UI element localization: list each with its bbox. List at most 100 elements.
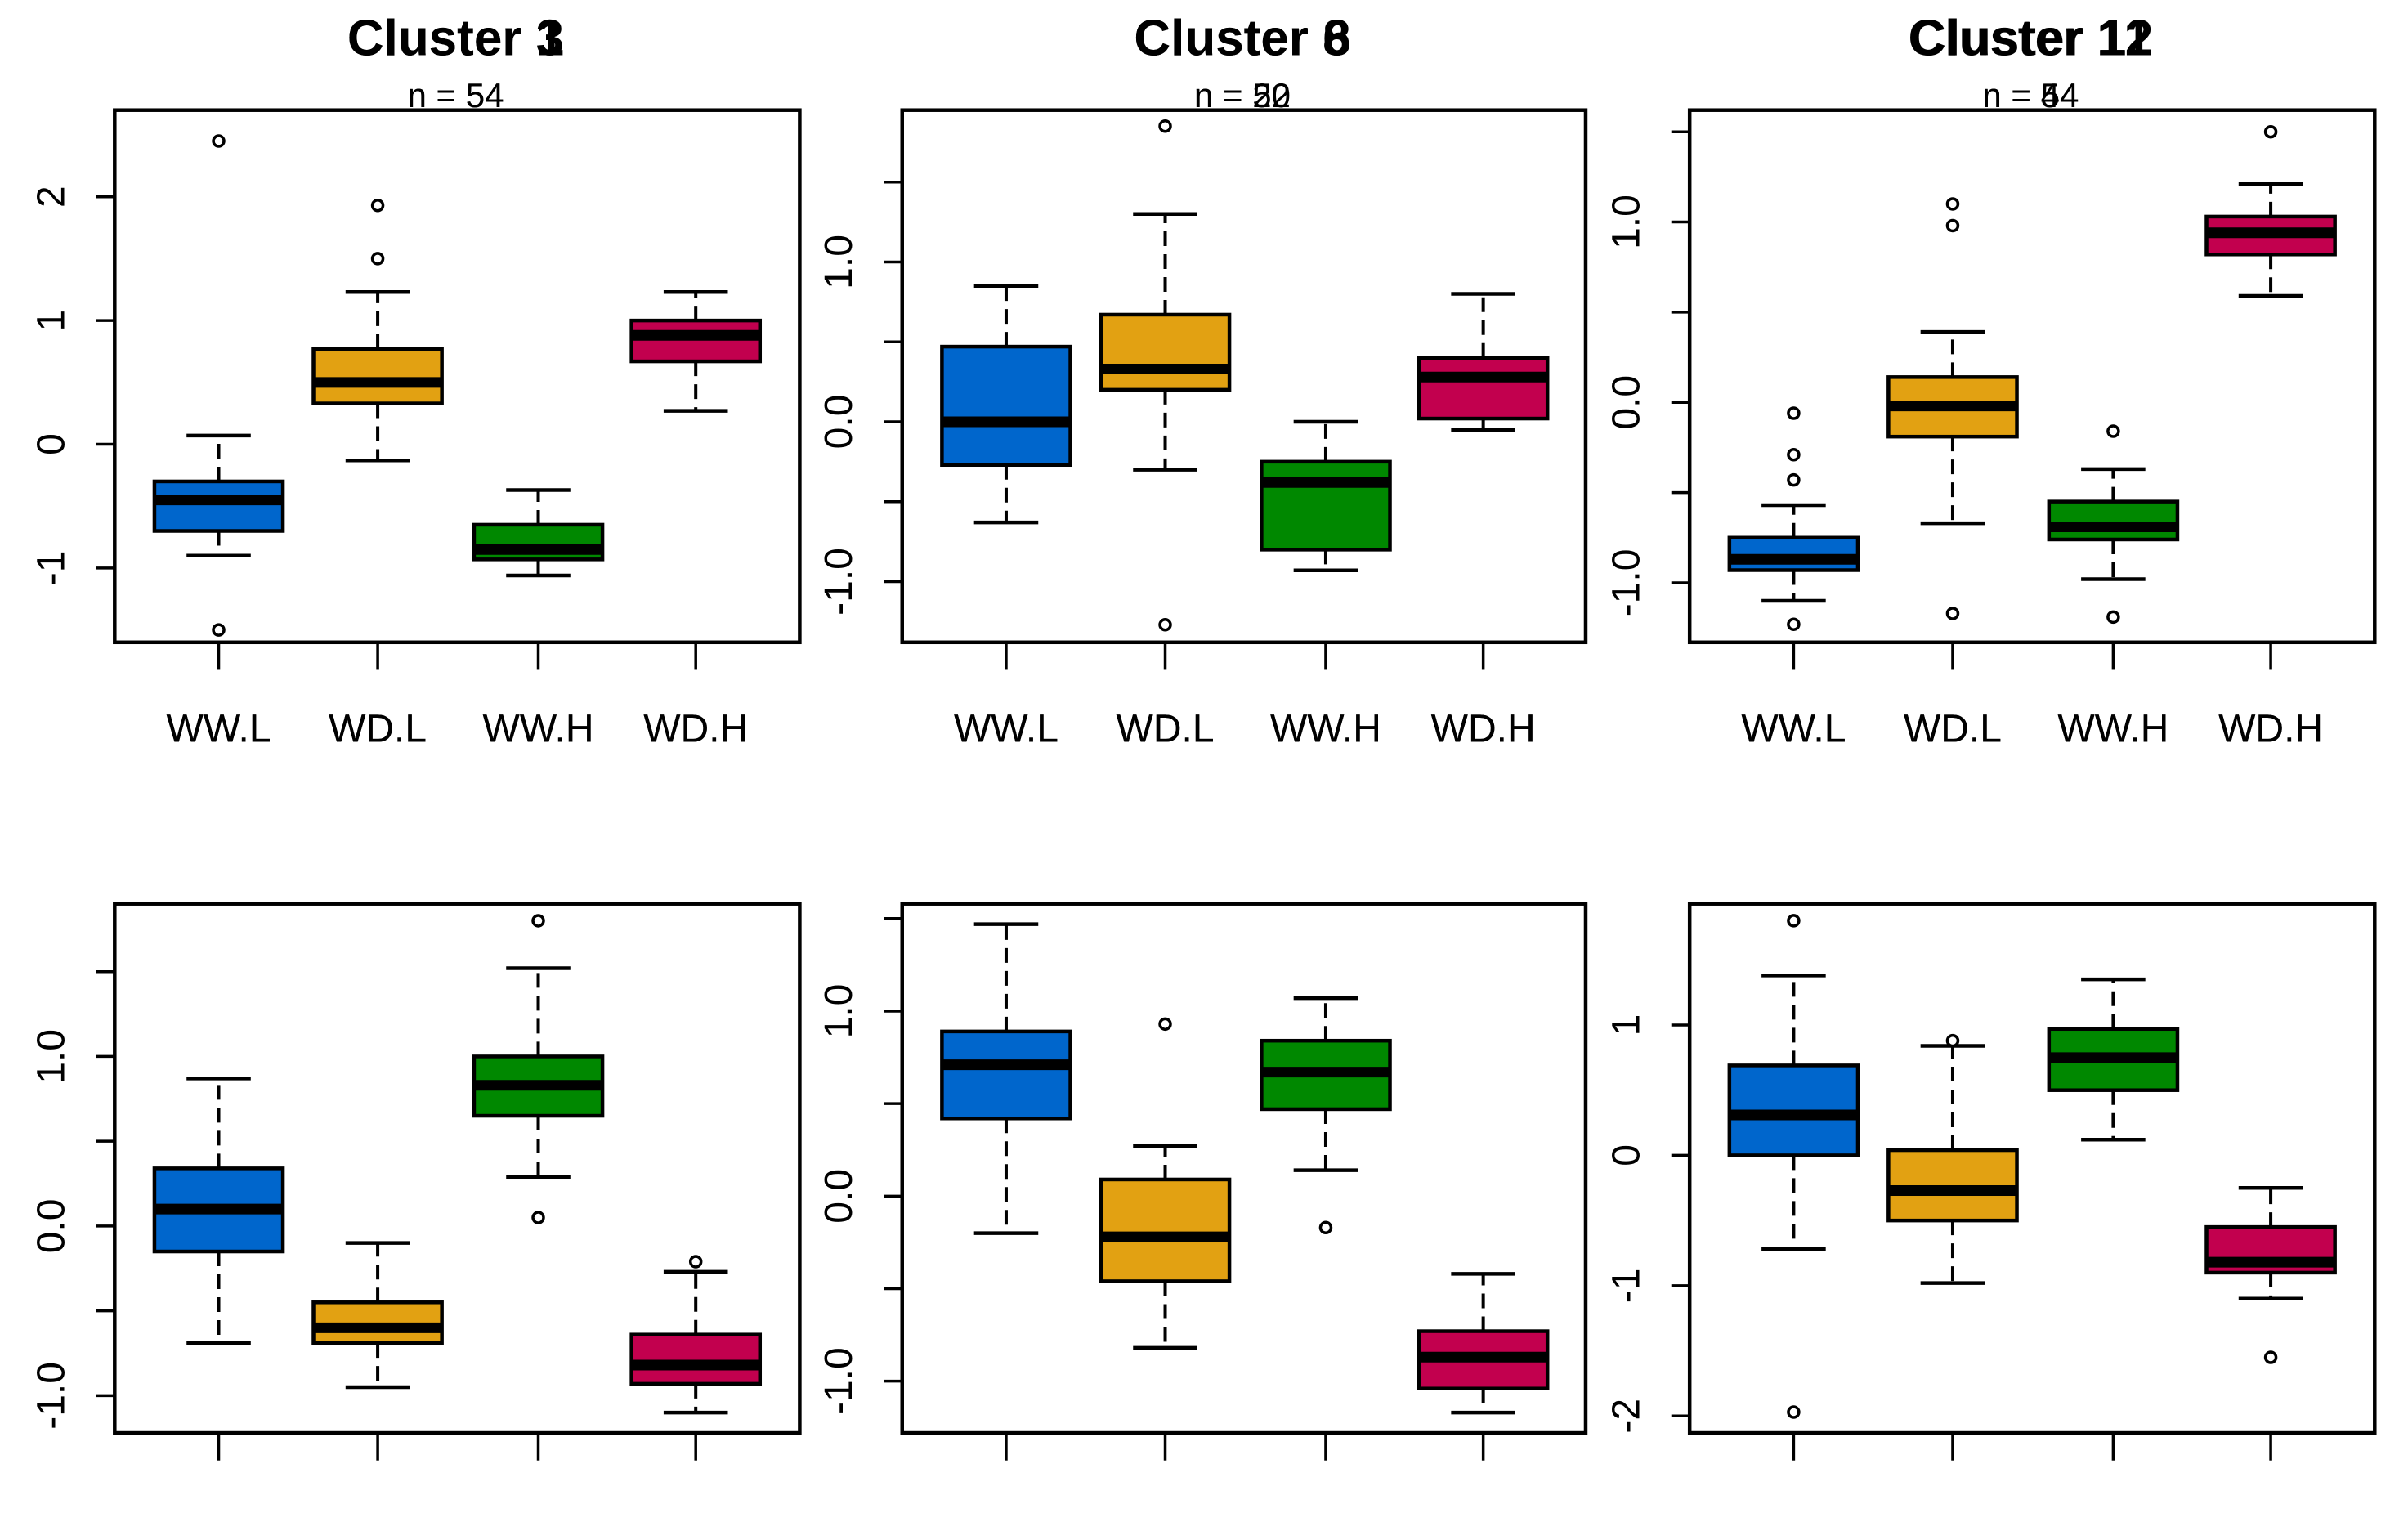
iqr-box (940, 344, 1072, 468)
box-wd-l (311, 1241, 444, 1390)
x-tick-label-wd-h: WD.H (643, 707, 748, 750)
y-axis: -2 -1 0 1 (1605, 1014, 1691, 1434)
outlier-point (531, 914, 545, 928)
y-tick-label: 0.0 (817, 395, 861, 450)
x-axis: WW.L WD.L WW.H WD.H (954, 642, 1536, 750)
outlier-point (1945, 197, 1960, 211)
plot-frame (113, 108, 802, 645)
x-tick-label-wd-l: WD.L (329, 707, 427, 750)
outlier-point (1787, 406, 1801, 420)
chart-title: Cluster 8 (1134, 10, 1350, 66)
box-wd-l (1886, 1033, 2019, 1285)
box-ww-l (940, 284, 1072, 525)
outlier-point (1158, 119, 1172, 133)
x-tick-label-wd-l: WD.L (1117, 707, 1215, 750)
outlier-point (370, 252, 385, 266)
box-wd-h (629, 1255, 763, 1415)
box-wd-h (629, 290, 763, 413)
outlier-point (2106, 610, 2120, 625)
y-axis: -1.0 0.0 1.0 (817, 180, 904, 616)
panel-cluster-3: Cluster 3 n = 54 -1 0 1 2 WW.L WD.L WW.H WD.H (30, 10, 802, 750)
x-tick-label-ww-h: WW.H (2057, 707, 2168, 750)
y-axis: -1.0 0.0 1.0 (1605, 130, 1691, 616)
x-tick-label-ww-h: WW.H (483, 707, 594, 750)
box-ww-l (1727, 406, 1860, 631)
box-wd-h (1417, 292, 1550, 432)
chart-title: Cluster 11 (1909, 10, 2151, 66)
box-wd-l (1099, 1017, 1232, 1350)
outlier-point (1787, 472, 1801, 487)
iqr-box (1417, 356, 1550, 421)
box-ww-h (1260, 996, 1392, 1235)
iqr-box (940, 1029, 1072, 1121)
y-tick-label: 0.0 (1605, 375, 1648, 430)
box-ww-l (152, 134, 285, 637)
outlier-point (1787, 914, 1801, 928)
iqr-box (1260, 459, 1392, 552)
chart-subtitle: n = 50 (1194, 76, 1291, 114)
x-axis: WW.L WD.L WW.H WD.H (167, 642, 748, 750)
outlier-point (1945, 1033, 1960, 1048)
y-tick-label: 1.0 (817, 984, 861, 1039)
x-tick-label-wd-h: WD.H (643, 707, 748, 750)
x-tick-label-wd-l: WD.L (1117, 707, 1215, 750)
x-axis: WW.L WD.L WW.H WD.H (1741, 707, 2323, 1461)
outlier-point (2263, 1350, 2278, 1364)
box-wd-h (2204, 1186, 2337, 1364)
panel-cluster-1: Cluster 1 n = 54 -1.0 0.0 1.0 WW.L WD.L WW.H WD.… (30, 10, 802, 1461)
x-tick-label-ww-l: WW.L (954, 707, 1058, 750)
outlier-point (1318, 1220, 1333, 1235)
outlier-point (212, 134, 226, 148)
box-ww-h (472, 914, 605, 1224)
box-wd-h (2204, 124, 2337, 298)
y-tick-label: -1 (30, 551, 74, 586)
box-wd-l (311, 199, 444, 463)
panel-cluster-6: Cluster 6 n = 22 -1.0 0.0 1.0 WW.L WD.L WW.H WD.… (817, 10, 1588, 750)
chart-subtitle: n = 44 (1982, 76, 2079, 114)
x-tick-label-wd-l: WD.L (329, 707, 427, 750)
y-tick-label: 1.0 (1605, 195, 1648, 249)
x-tick-label-wd-l: WD.L (1904, 707, 2002, 750)
iqr-box (1099, 1177, 1232, 1283)
x-tick-label-ww-h: WW.H (483, 707, 594, 750)
x-tick-label-wd-h: WD.H (2218, 707, 2323, 750)
iqr-box (629, 1332, 763, 1386)
box-wd-h (1417, 1272, 1550, 1415)
box-ww-h (472, 488, 605, 578)
outlier-point (1787, 447, 1801, 462)
box-ww-l (152, 1077, 285, 1345)
y-tick-label: -1 (1605, 1269, 1648, 1304)
outlier-point (1945, 607, 1960, 620)
outlier-point (1787, 617, 1801, 631)
y-tick-label: -2 (1605, 1399, 1648, 1434)
y-tick-label: 1.0 (30, 1029, 74, 1084)
y-tick-label: 2 (30, 186, 74, 208)
chart-title: Cluster 3 (347, 10, 564, 66)
y-tick-label: 1 (30, 310, 74, 332)
y-tick-label: -1.0 (30, 1362, 74, 1430)
y-tick-label: -1.0 (817, 548, 861, 616)
chart-title: Cluster 6 (1134, 10, 1350, 66)
x-axis: WW.L WD.L WW.H WD.H (954, 707, 1536, 1461)
outlier-point (531, 1211, 545, 1224)
y-tick-label: 0.0 (817, 1169, 861, 1224)
chart-subtitle: n = 54 (408, 76, 504, 114)
outlier-point (1945, 218, 1960, 233)
x-axis: WW.L WD.L WW.H WD.H (167, 707, 748, 1461)
outlier-point (2263, 124, 2278, 139)
iqr-box (1727, 535, 1860, 572)
x-tick-label-wd-h: WD.H (1431, 707, 1536, 750)
iqr-box (1099, 312, 1232, 392)
y-tick-label: 1.0 (817, 235, 861, 289)
panel-cluster-11: Cluster 11 n = 44 -1.0 0.0 1.0 WW.L WD.L WW.H WD… (1605, 10, 2377, 750)
iqr-box (311, 347, 444, 405)
chart-subtitle: n = 54 (1982, 76, 2079, 114)
y-axis: -1.0 0.0 1.0 (30, 969, 117, 1430)
box-ww-h (1260, 419, 1392, 573)
y-tick-label: 0.0 (30, 1199, 74, 1254)
chart-subtitle: n = 22 (1194, 76, 1291, 114)
chart-subtitle: n = 54 (408, 76, 504, 114)
y-tick-label: 0 (30, 433, 74, 455)
outlier-point (1158, 618, 1172, 632)
